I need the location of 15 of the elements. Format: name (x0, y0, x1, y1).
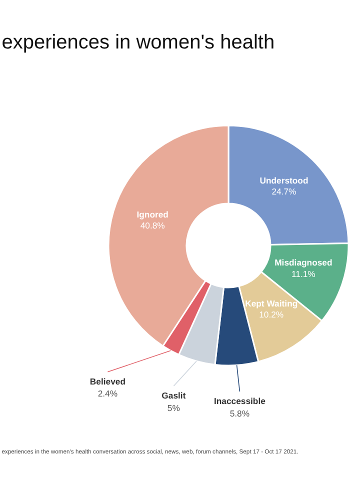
slice-label: Kept Waiting (245, 298, 298, 309)
slice-label: Gaslit (162, 390, 186, 400)
data-label: 40.8% (140, 220, 166, 231)
data-label: 11.1% (291, 268, 316, 279)
slice-label: Inaccessible (214, 396, 266, 406)
data-label: 5.8% (230, 408, 250, 418)
data-label: 24.7% (272, 186, 297, 197)
data-label: 2.4% (98, 388, 118, 399)
data-label: 10.2% (259, 310, 284, 320)
slice-label: Ignored (136, 209, 168, 220)
chart-title: experiences in women's health (2, 32, 275, 54)
slice-label: Misdiagnosed (274, 258, 332, 268)
slice-label: Understood (260, 175, 308, 186)
slice-label: Believed (90, 376, 126, 386)
data-label: 5% (167, 402, 180, 413)
